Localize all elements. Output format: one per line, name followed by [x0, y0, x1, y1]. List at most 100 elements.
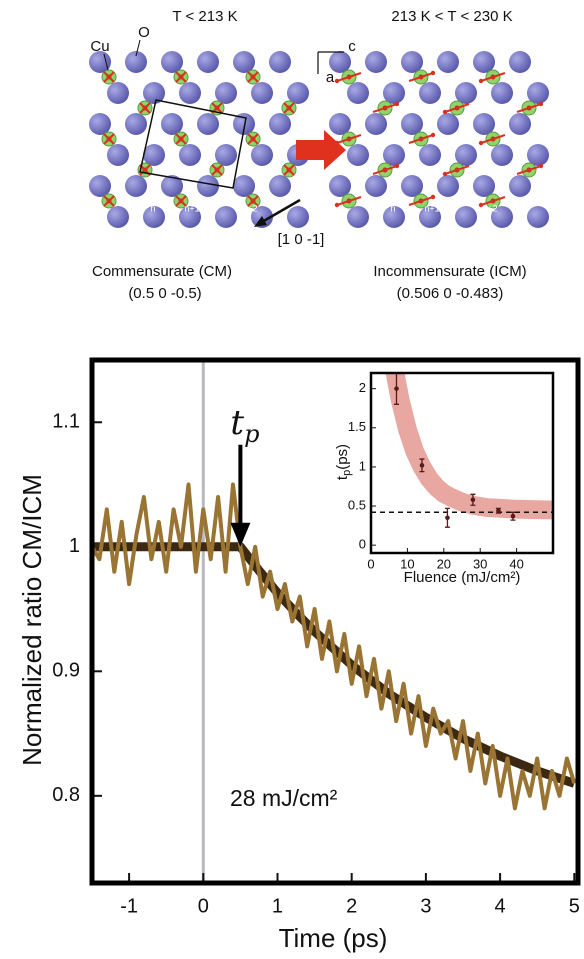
oxygen-atom — [161, 51, 183, 73]
left-caption: Commensurate (CM) — [92, 263, 232, 280]
oxygen-atom — [365, 175, 387, 197]
fluence-annotation: 28 mJ/cm² — [230, 785, 338, 811]
oxygen-atom — [125, 113, 147, 135]
oxygen-atom — [197, 175, 219, 197]
spin-head — [478, 78, 484, 84]
oxygen-atom — [437, 175, 459, 197]
spin-head — [430, 70, 436, 76]
right-caption: Incommensurate (ICM) — [373, 263, 526, 280]
oxygen-atom — [269, 113, 291, 135]
inset-y-tick-label: 2 — [359, 380, 366, 395]
oxygen-atom — [383, 82, 405, 104]
spin-cross — [283, 102, 295, 114]
inset-y-label-unit: (ps) — [334, 444, 351, 470]
oxygen-atom — [473, 51, 495, 73]
oxygen-atom — [527, 144, 549, 166]
right-title: 213 K < T < 230 K — [391, 8, 512, 25]
oxygen-atom — [143, 144, 165, 166]
oxygen-atom — [491, 206, 513, 228]
spin-head — [334, 78, 340, 84]
spin-cross — [247, 133, 259, 145]
oxygen-atom — [401, 113, 423, 135]
row-label: n+1 — [424, 203, 439, 213]
oxygen-atom — [527, 206, 549, 228]
x-tick-label: 5 — [569, 895, 580, 917]
oxygen-atom — [89, 51, 111, 73]
spin-arrow — [480, 196, 506, 206]
oxygen-atom — [365, 51, 387, 73]
spin-arrow — [516, 165, 542, 175]
direction-head — [254, 216, 267, 227]
x-tick-label: -1 — [120, 895, 138, 917]
oxygen-atom — [473, 113, 495, 135]
oxygen-atom — [215, 82, 237, 104]
diagram — [89, 39, 549, 228]
row-label: n — [150, 203, 155, 213]
inset-y-label: tp(ps) — [334, 444, 353, 480]
unit-cell — [139, 99, 247, 189]
oxygen-atom — [179, 144, 201, 166]
direction-arrow — [261, 198, 301, 224]
oxygen-atom — [509, 113, 531, 135]
oxygen-atom — [125, 51, 147, 73]
spin-head — [394, 163, 400, 169]
oxygen-atom — [161, 113, 183, 135]
oxygen-atom — [347, 82, 369, 104]
left-title: T < 213 K — [172, 8, 237, 25]
inset-y-tick-label: 0.5 — [348, 497, 366, 512]
oxygen-atom — [89, 175, 111, 197]
spin-head — [394, 101, 400, 107]
spin-head — [334, 202, 340, 208]
x-axis-label: Time (ps) — [279, 923, 388, 953]
right-vector: (0.506 0 -0.483) — [397, 285, 504, 302]
spin-arrow — [444, 103, 470, 113]
copper-pointer — [103, 53, 109, 71]
spin-cross — [211, 164, 223, 176]
fit-band — [385, 373, 553, 520]
oxygen-atom — [401, 51, 423, 73]
oxygen-atom — [107, 82, 129, 104]
direction-label: [1 0 -1] — [278, 231, 325, 248]
oxygen-atom — [197, 113, 219, 135]
data-line — [92, 482, 577, 811]
oxygen-atom — [455, 206, 477, 228]
oxygen-atom — [287, 82, 309, 104]
inset-x-tick-label: 10 — [400, 556, 414, 571]
x-tick-label: 2 — [346, 895, 357, 917]
oxygen-atom — [401, 175, 423, 197]
spin-head — [478, 202, 484, 208]
spin-head — [538, 101, 544, 107]
oxygen-atom — [197, 51, 219, 73]
oxygen-atom — [329, 175, 351, 197]
oxygen-pointer — [135, 39, 141, 57]
oxygen-atom — [89, 113, 111, 135]
spin-cross — [247, 71, 259, 83]
spin-cross — [175, 71, 187, 83]
spin-head — [442, 171, 448, 177]
inset-x-tick-label: 40 — [509, 556, 523, 571]
spin-head — [430, 194, 436, 200]
oxygen-atom — [455, 144, 477, 166]
oxygen-atom — [347, 206, 369, 228]
oxygen-atom — [107, 206, 129, 228]
spin-arrow — [372, 103, 398, 113]
tp-symbol: t — [230, 403, 244, 443]
spin-cross — [139, 102, 151, 114]
oxygen-atom — [473, 175, 495, 197]
oxygen-atom — [383, 144, 405, 166]
oxygen-atom — [347, 144, 369, 166]
oxygen-atom — [269, 175, 291, 197]
inset-x-tick-label: 20 — [437, 556, 451, 571]
inset-y-tick-label: 1.5 — [348, 419, 366, 434]
y-tick-label: 1.1 — [52, 411, 80, 433]
oxygen-atom — [287, 206, 309, 228]
oxygen-atom — [383, 206, 405, 228]
inset-x-tick-label: 0 — [367, 556, 374, 571]
spin-arrow — [408, 134, 434, 144]
oxygen-atom — [509, 175, 531, 197]
inset-frame — [369, 371, 555, 555]
spin-cross — [175, 195, 187, 207]
oxygen-atom — [437, 51, 459, 73]
oxygen-label: O — [138, 24, 150, 41]
